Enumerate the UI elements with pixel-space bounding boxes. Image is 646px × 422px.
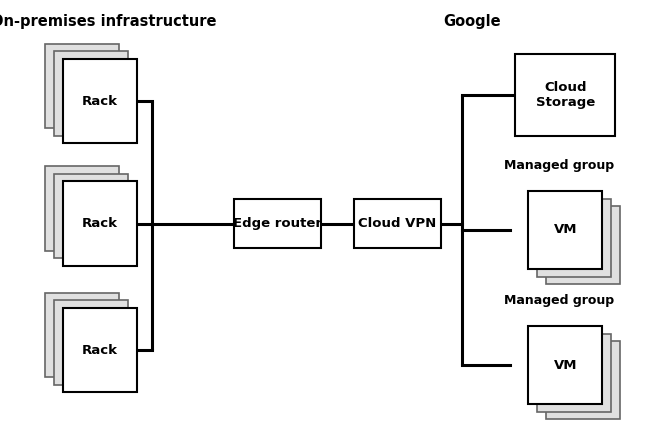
Text: Google: Google xyxy=(443,14,501,29)
Text: VM: VM xyxy=(554,224,577,236)
FancyBboxPatch shape xyxy=(45,293,119,377)
Text: Rack: Rack xyxy=(82,217,118,230)
FancyBboxPatch shape xyxy=(516,54,616,136)
FancyBboxPatch shape xyxy=(54,51,128,136)
Text: Rack: Rack xyxy=(82,344,118,357)
FancyBboxPatch shape xyxy=(45,166,119,251)
Text: Cloud VPN: Cloud VPN xyxy=(358,217,437,230)
FancyBboxPatch shape xyxy=(537,333,611,412)
Text: Cloud
Storage: Cloud Storage xyxy=(536,81,595,109)
Text: Rack: Rack xyxy=(82,95,118,108)
Text: Managed group: Managed group xyxy=(504,294,614,307)
FancyBboxPatch shape xyxy=(354,200,441,248)
FancyBboxPatch shape xyxy=(63,181,138,266)
FancyBboxPatch shape xyxy=(63,59,138,143)
FancyBboxPatch shape xyxy=(234,200,322,248)
FancyBboxPatch shape xyxy=(537,198,611,277)
Text: Edge router: Edge router xyxy=(233,217,322,230)
Text: Managed group: Managed group xyxy=(504,159,614,172)
FancyBboxPatch shape xyxy=(63,308,138,392)
FancyBboxPatch shape xyxy=(547,206,621,284)
FancyBboxPatch shape xyxy=(54,300,128,385)
FancyBboxPatch shape xyxy=(45,44,119,128)
FancyBboxPatch shape xyxy=(528,326,602,404)
Text: On-premises infrastructure: On-premises infrastructure xyxy=(0,14,216,29)
FancyBboxPatch shape xyxy=(528,191,602,269)
FancyBboxPatch shape xyxy=(54,174,128,258)
FancyBboxPatch shape xyxy=(547,341,621,419)
Text: VM: VM xyxy=(554,359,577,371)
